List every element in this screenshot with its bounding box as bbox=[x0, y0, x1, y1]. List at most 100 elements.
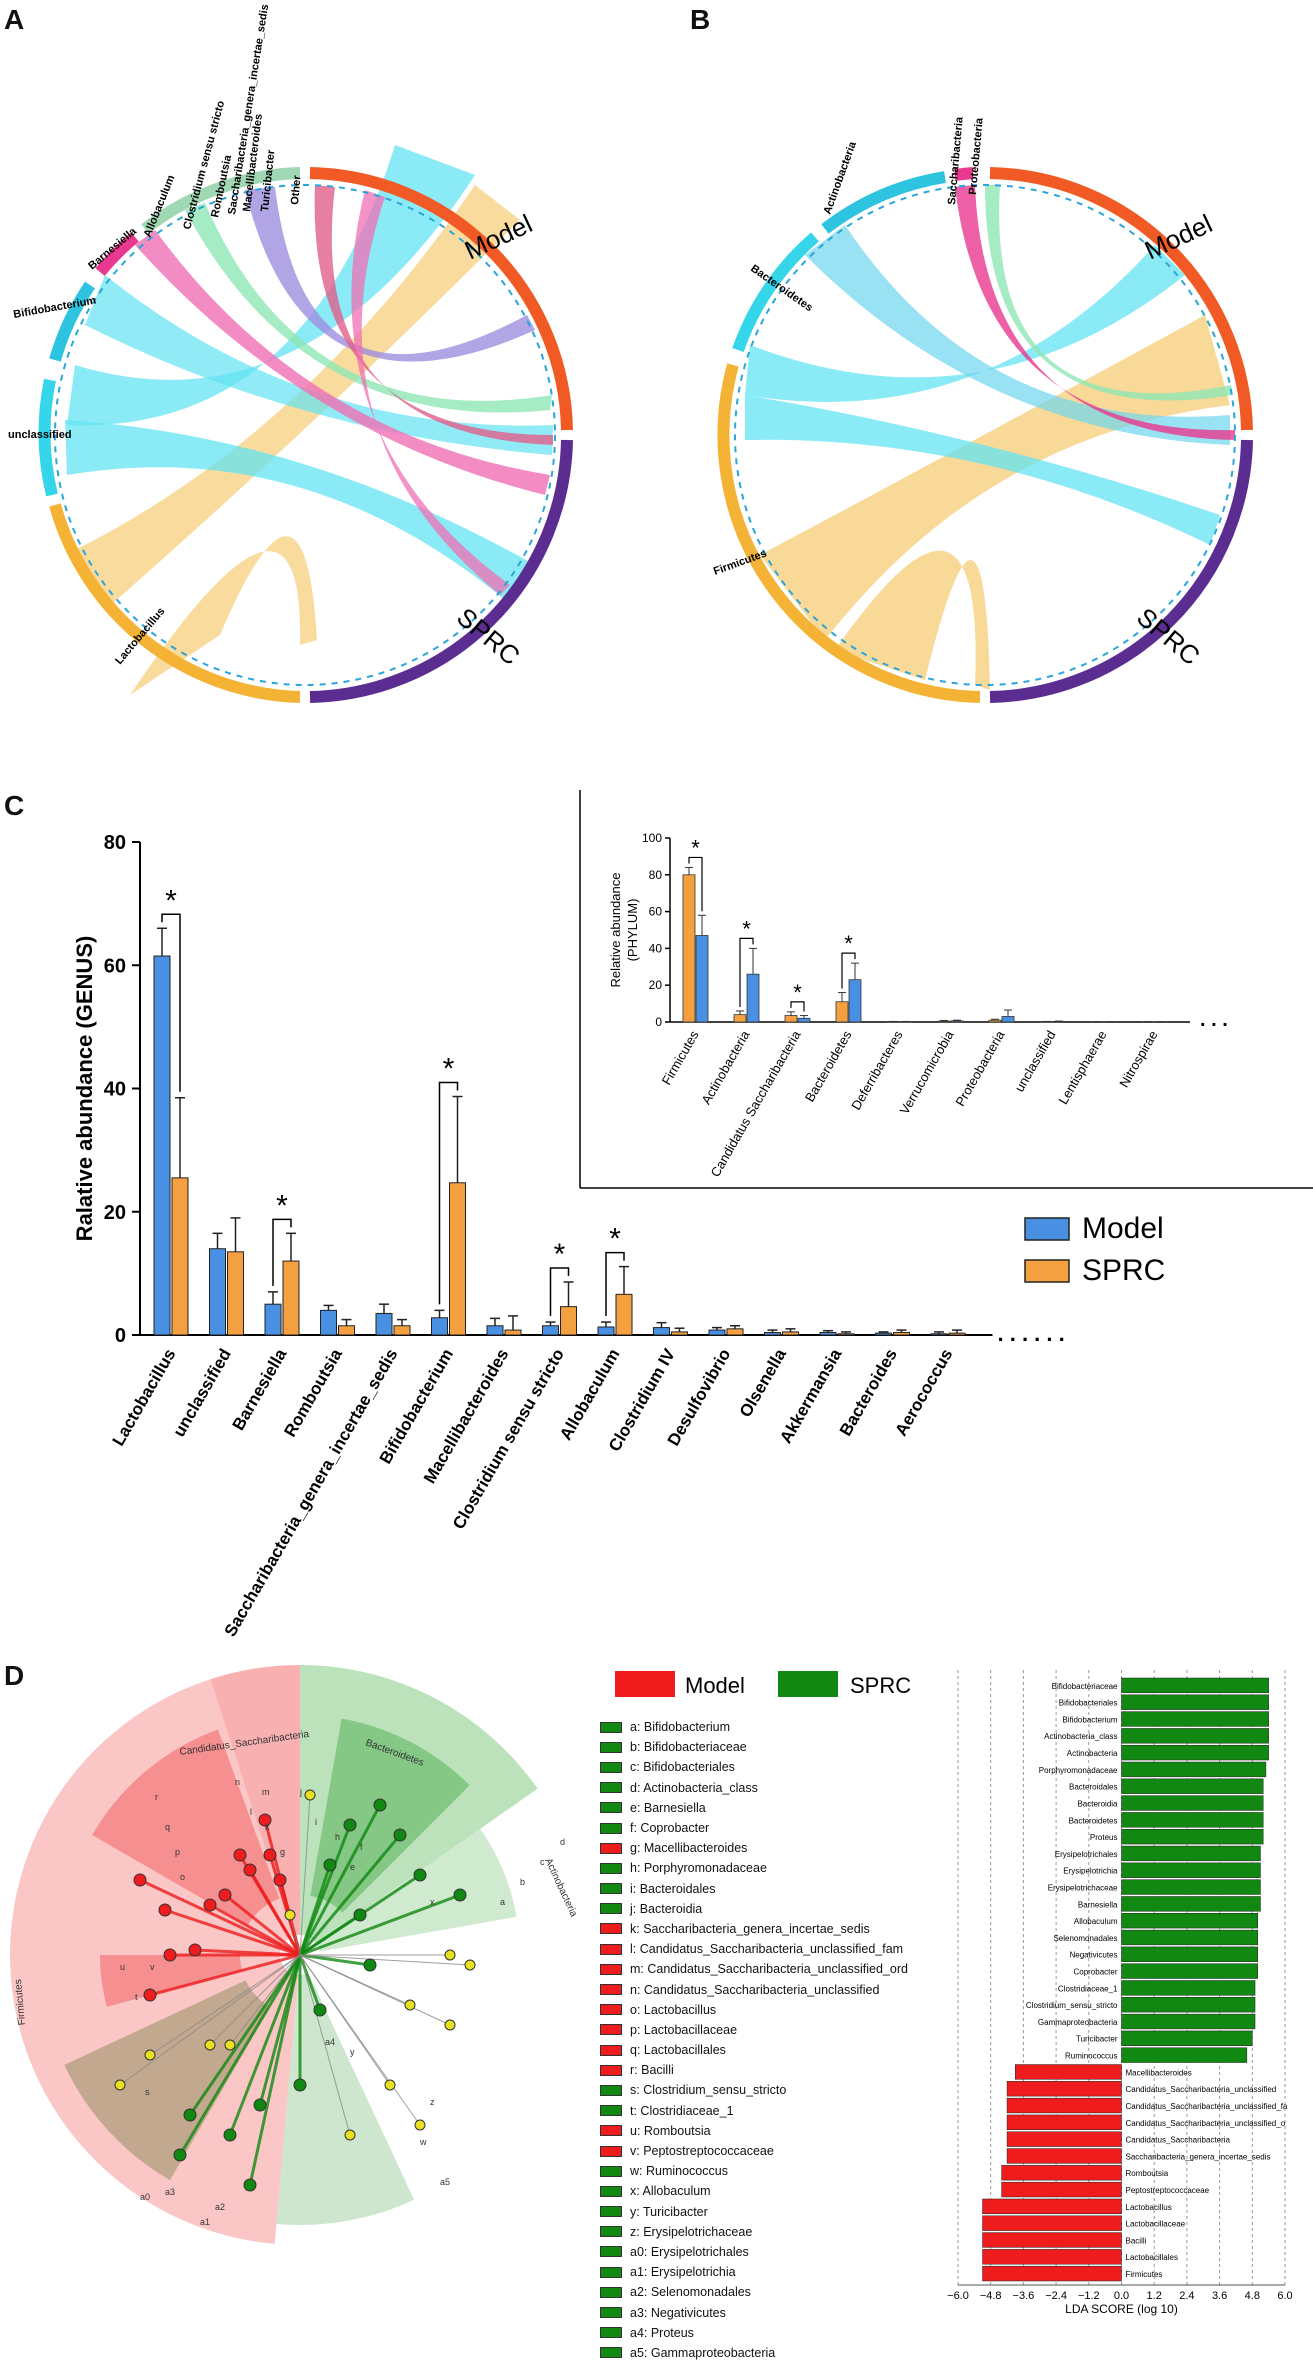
lefse-legend-item: u: Romboutsia bbox=[600, 2121, 940, 2141]
lda-bar-label: Bacteroidia bbox=[1077, 1799, 1118, 1808]
lda-bar bbox=[1121, 1862, 1261, 1878]
lefse-legend-swatch bbox=[600, 2347, 622, 2359]
lefse-legend-label: i: Bacteroidales bbox=[630, 1881, 716, 1896]
lda-bar bbox=[1121, 1795, 1264, 1811]
cladogram-node bbox=[224, 2039, 236, 2051]
panel-letter-d: D bbox=[4, 1660, 25, 1691]
inset-x-tick-label: Lentisphaerae bbox=[1055, 1028, 1109, 1107]
inset-bar-model bbox=[746, 973, 760, 1023]
lefse-legend-sprc-swatch bbox=[778, 1671, 838, 1697]
bar-sprc bbox=[782, 1331, 799, 1336]
lda-bar-label: Candidatus_Saccharibacteria_unclassified… bbox=[1126, 2102, 1288, 2111]
lefse-legend-label: t: Clostridiaceae_1 bbox=[630, 2103, 734, 2118]
lefse-legend-swatch bbox=[600, 2165, 622, 2177]
cladogram-letter: b bbox=[520, 1877, 525, 1887]
bar-model bbox=[819, 1332, 837, 1336]
inset-bar-sprc bbox=[784, 1015, 798, 1023]
lefse-legend-swatch bbox=[600, 1984, 622, 1996]
lefse-legend-label: r: Bacilli bbox=[630, 2063, 674, 2078]
lda-bar bbox=[1121, 1845, 1261, 1862]
lda-bar bbox=[1121, 2047, 1248, 2063]
lda-bar-label: Turicibacter bbox=[1076, 2035, 1118, 2044]
x-tick-label: Barnesiella bbox=[229, 1345, 291, 1434]
lefse-legend-item: d: Actinobacteria_class bbox=[600, 1778, 940, 1798]
cladogram-branch bbox=[209, 1954, 301, 2046]
lda-bar-label: Negativicutes bbox=[1069, 1951, 1117, 1960]
cladogram-letter: f bbox=[360, 1842, 363, 1852]
model-arc bbox=[309, 167, 573, 431]
inset-bar-model bbox=[1001, 1016, 1015, 1023]
cladogram-node bbox=[243, 2178, 257, 2192]
lda-bar-label: Clostridium_sensu_stricto bbox=[1026, 2001, 1118, 2010]
chord-a-label-other: Other bbox=[289, 174, 304, 205]
lda-bar bbox=[1121, 1946, 1258, 1962]
lda-bar-label: Erysipelotrichia bbox=[1063, 1867, 1118, 1876]
chord-ribbon bbox=[745, 245, 1185, 402]
lefse-legend-label: s: Clostridium_sensu_stricto bbox=[630, 2083, 787, 2098]
lefse-legend-item: a0: Erysipelotrichales bbox=[600, 2242, 940, 2262]
actinobacteria-arc bbox=[821, 171, 946, 234]
cladogram-branch bbox=[299, 1954, 471, 1966]
lefse-legend-item: c: Bifidobacteriales bbox=[600, 1757, 940, 1777]
bar-model bbox=[375, 1312, 393, 1336]
lefse-legend-swatch bbox=[600, 2266, 622, 2278]
sprc-arc bbox=[309, 439, 573, 703]
lefse-legend-label: a2: Selenomonadales bbox=[630, 2285, 751, 2300]
x-tick-label: Olsenella bbox=[736, 1345, 791, 1420]
lda-bar bbox=[1006, 2131, 1122, 2147]
cladogram-node bbox=[293, 2078, 307, 2092]
inset-y-label-line2: (PHYLUM) bbox=[625, 899, 640, 962]
chord-ribbon bbox=[185, 203, 552, 413]
lefse-legend-swatch bbox=[600, 2105, 622, 2117]
lda-bar-label: Actinobacteria_class bbox=[1044, 1732, 1117, 1741]
cladogram-branch bbox=[298, 1834, 402, 1956]
chord-ribbon bbox=[85, 275, 553, 455]
lefse-legend-item: k: Saccharibacteria_genera_incertae_sedi… bbox=[600, 1919, 940, 1939]
bar-model bbox=[875, 1332, 892, 1336]
cladogram-letter: s bbox=[145, 2087, 150, 2097]
lda-bar-label: Bifidobacteriales bbox=[1059, 1699, 1118, 1708]
lda-bar bbox=[1121, 1812, 1264, 1828]
barnesiella-arc bbox=[95, 232, 139, 276]
cladogram-letter: a2 bbox=[215, 2202, 225, 2212]
lda-bar bbox=[982, 2249, 1122, 2265]
lactobacillus-arc bbox=[49, 503, 301, 703]
inset-bar-sprc bbox=[835, 1001, 849, 1023]
inset-x-tick-label: Nitrospirae bbox=[1116, 1028, 1160, 1090]
lefse-legend-item: b: Bifidobacteriaceae bbox=[600, 1737, 940, 1757]
y-tick-label: 20 bbox=[104, 1202, 126, 1224]
lda-bar-label: Barnesiella bbox=[1078, 1900, 1118, 1909]
lefse-legend-swatch bbox=[600, 2226, 622, 2238]
lefse-legend-item: l: Candidatus_Saccharibacteria_unclassif… bbox=[600, 1939, 940, 1959]
inset-bar-model bbox=[695, 935, 709, 1023]
cladogram-branch bbox=[299, 1953, 371, 1967]
lefse-legend-item: e: Barnesiella bbox=[600, 1798, 940, 1818]
subsector-bacteroidia bbox=[310, 1718, 470, 1913]
cladogram-node bbox=[414, 2119, 426, 2131]
inset-x-tick-label: Bacteroidetes bbox=[802, 1028, 855, 1105]
chord-a-label-unclassified: unclassified bbox=[8, 429, 72, 441]
sector-actinobacteria bbox=[316, 1828, 517, 1952]
lefse-legend-label: v: Peptostreptococcaceae bbox=[630, 2144, 774, 2159]
lda-bar bbox=[1121, 1896, 1261, 1912]
inset-y-label-line1: Relative abundance bbox=[608, 873, 623, 988]
lda-bar-label: Erysipelotrichaceae bbox=[1048, 1883, 1118, 1892]
bar-model bbox=[209, 1248, 226, 1336]
x-tick-label: Allobaculum bbox=[556, 1346, 623, 1444]
sprc-arc bbox=[989, 439, 1253, 703]
cladogram-letter: e bbox=[350, 1862, 355, 1872]
cladogram-branch bbox=[164, 1908, 301, 1957]
inset-x-tick-label: unclassified bbox=[1012, 1028, 1059, 1094]
cladogram-node bbox=[313, 2003, 327, 2017]
lefse-legend-swatch bbox=[600, 2064, 622, 2076]
inset-x-tick-label: Candidatus Saccharibacteria bbox=[707, 1027, 803, 1179]
subsector-romboutsia bbox=[100, 1955, 243, 2007]
inset-y-tick-label: 20 bbox=[649, 978, 663, 992]
inset-significance-bracket bbox=[790, 1001, 805, 1012]
lefse-legend-label: u: Romboutsia bbox=[630, 2123, 711, 2138]
lda-bar bbox=[1121, 1761, 1267, 1778]
lefse-legend-item: a: Bifidobacterium bbox=[600, 1717, 940, 1737]
inset-significance-bracket bbox=[841, 952, 856, 989]
bar-model bbox=[264, 1303, 282, 1336]
cladogram-node bbox=[393, 1828, 407, 1842]
